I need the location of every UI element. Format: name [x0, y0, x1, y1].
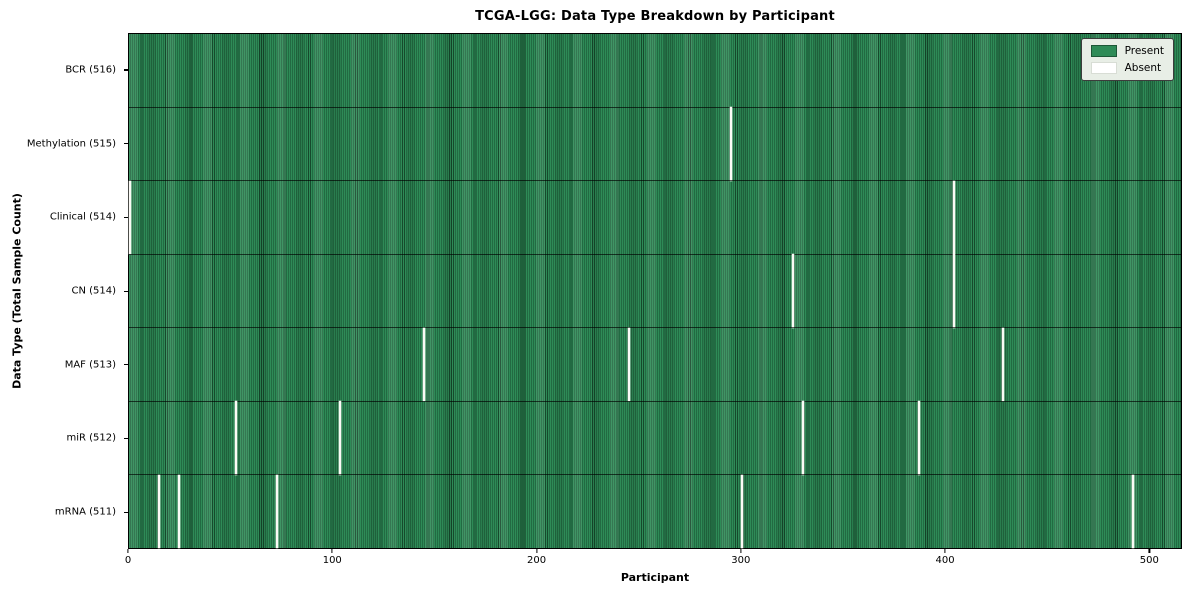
- row-separator: [129, 253, 1181, 255]
- absent-cell-clinical-0: [129, 180, 131, 255]
- absent-cell-maf-428: [1001, 327, 1004, 402]
- y-tick-mark: [124, 511, 128, 513]
- x-tick-mark: [331, 549, 333, 553]
- y-tick-mark: [124, 364, 128, 366]
- legend-item-present: Present: [1090, 45, 1164, 57]
- absent-cell-mrna-14: [157, 474, 160, 548]
- x-axis-label: Participant: [620, 571, 690, 584]
- absent-cell-mrna-492: [1132, 474, 1135, 548]
- x-tick-label-0: 0: [124, 555, 132, 566]
- row-separator: [129, 106, 1181, 108]
- absent-cell-mrna-300: [740, 474, 743, 548]
- absent-cell-clinical-404: [952, 180, 955, 255]
- row-separator: [129, 400, 1181, 402]
- y-tick-label-maf: MAF (513): [64, 359, 116, 371]
- x-tick-label-100: 100: [322, 555, 342, 566]
- y-axis-ticks: BCR (516) Methylation (515) Clinical (514)…: [0, 33, 128, 549]
- x-tick-mark: [127, 549, 129, 553]
- x-tick-label-500: 500: [1139, 555, 1159, 566]
- y-tick-mark: [124, 437, 128, 440]
- y-tick-label-bcr: BCR (516): [65, 64, 116, 76]
- absent-cell-maf-144: [422, 327, 425, 402]
- absent-cell-cn-404: [952, 254, 955, 328]
- x-tick-mark: [944, 549, 946, 553]
- legend-label-absent: Absent: [1124, 62, 1162, 74]
- row-separator: [129, 180, 1181, 182]
- x-tick-mark: [535, 549, 538, 553]
- legend-item-absent: Absent: [1090, 62, 1164, 74]
- absent-cell-maf-245: [628, 327, 631, 402]
- y-tick-mark: [124, 290, 128, 292]
- absent-cell-methylation-295: [730, 107, 733, 181]
- y-tick-mark: [124, 69, 128, 71]
- chart-title: TCGA-LGG: Data Type Breakdown by Partici…: [475, 9, 835, 24]
- y-tick-label-mrna: mRNA (511): [54, 506, 116, 518]
- y-tick-label-cn: CN (514): [71, 285, 116, 297]
- legend-swatch-present: [1090, 45, 1117, 57]
- y-tick-mark: [124, 143, 128, 145]
- absent-cell-mrna-72: [275, 474, 278, 548]
- absent-cell-mir-387: [918, 401, 920, 475]
- legend-label-present: Present: [1124, 45, 1164, 57]
- row-separator: [129, 474, 1181, 476]
- x-tick-label-200: 200: [526, 555, 547, 566]
- x-tick-mark: [740, 549, 742, 553]
- absent-cell-mir-103: [338, 401, 341, 475]
- x-axis-ticks: 0 100 200 300 400 500: [124, 549, 1182, 575]
- x-tick-label-400: 400: [935, 555, 955, 566]
- legend: Present Absent: [1080, 38, 1174, 81]
- absent-cell-cn-325: [791, 254, 794, 328]
- legend-swatch-absent: [1090, 62, 1117, 74]
- row-separator: [129, 327, 1181, 329]
- x-tick-label-300: 300: [731, 555, 751, 566]
- x-tick-mark: [1148, 549, 1150, 553]
- y-tick-label-mir: miR (512): [66, 432, 116, 444]
- y-tick-mark: [124, 216, 128, 218]
- absent-cell-mrna-24: [177, 474, 180, 548]
- plot-area: [128, 33, 1182, 549]
- absent-cell-mir-330: [801, 401, 804, 475]
- absent-cell-mir-52: [235, 401, 237, 475]
- y-tick-label-methylation: Methylation (515): [26, 138, 116, 150]
- y-tick-label-clinical: Clinical (514): [49, 211, 116, 223]
